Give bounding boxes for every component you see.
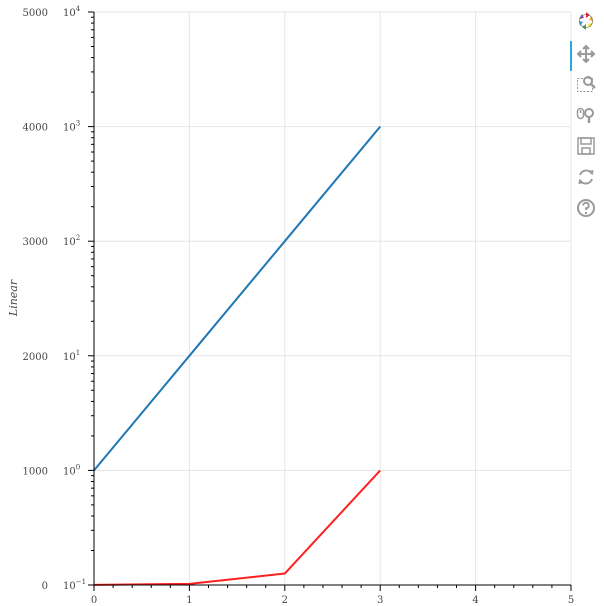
wheel-zoom-icon[interactable] [573, 102, 599, 128]
save-icon[interactable] [573, 133, 599, 159]
pan-icon[interactable] [573, 41, 599, 67]
x-tick-label: 5 [568, 595, 574, 606]
y-tick-label-log: 10−1 [63, 578, 86, 592]
box-zoom-icon[interactable] [573, 71, 599, 97]
y-tick-label-log: 101 [63, 349, 80, 363]
series-line-blue [93, 125, 381, 472]
y-tick-label-log: 102 [63, 234, 80, 248]
help-icon[interactable] [573, 195, 599, 221]
x-tick-label: 1 [186, 595, 192, 606]
x-tick-label: 4 [472, 595, 478, 606]
x-tick-label: 0 [91, 595, 97, 606]
grid-lines [93, 11, 572, 586]
x-tick-label: 3 [377, 595, 383, 606]
y-tick-label-linear: 4000 [23, 123, 48, 134]
x-tick-label: 2 [282, 595, 288, 606]
y-tick-label-log: 104 [63, 5, 81, 19]
active-tool-indicator [570, 41, 572, 71]
axes: 0 1 2 3 4 5 0 1000 2000 3000 4000 5000 10−1 100 101 102… [23, 5, 575, 606]
reset-icon[interactable] [573, 164, 599, 190]
y-tick-label-linear: 2000 [23, 352, 48, 363]
series-line-red [93, 469, 381, 586]
y-tick-label-log: 100 [63, 463, 80, 477]
bokeh-logo-icon[interactable] [573, 8, 599, 34]
y-tick-label-linear: 5000 [23, 8, 48, 19]
y-tick-label-linear: 0 [42, 581, 48, 592]
y-tick-label-log: 103 [63, 120, 80, 134]
y-tick-label-linear: 1000 [23, 466, 48, 477]
y-tick-label-linear: 3000 [23, 237, 48, 248]
series-group [93, 125, 381, 586]
y-axis-title: Linear [7, 279, 20, 317]
